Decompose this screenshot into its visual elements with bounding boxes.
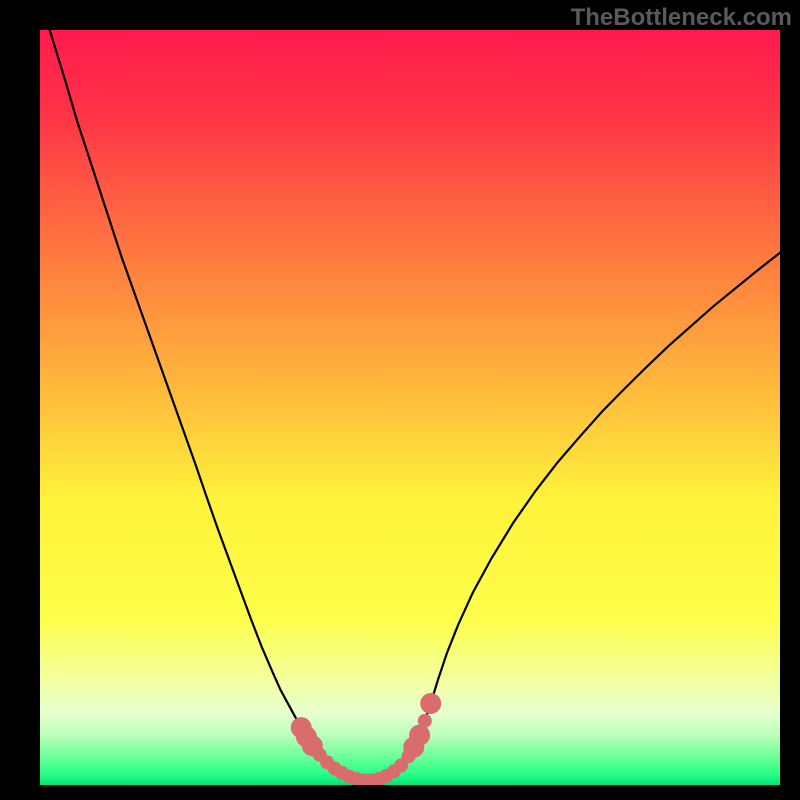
plot-svg	[40, 30, 780, 785]
gradient-background	[40, 30, 780, 785]
watermark-text: TheBottleneck.com	[571, 4, 792, 32]
curve-marker	[410, 725, 430, 745]
plot-area	[40, 30, 780, 785]
curve-marker	[421, 693, 441, 713]
curve-marker	[418, 714, 431, 727]
chart-container: TheBottleneck.com	[0, 0, 800, 800]
